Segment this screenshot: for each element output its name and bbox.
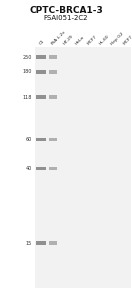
FancyBboxPatch shape bbox=[49, 137, 57, 141]
Text: HT-29: HT-29 bbox=[62, 34, 74, 46]
Text: MCF7: MCF7 bbox=[122, 34, 132, 46]
Text: HeLa: HeLa bbox=[74, 35, 85, 46]
FancyBboxPatch shape bbox=[49, 242, 57, 245]
FancyBboxPatch shape bbox=[36, 70, 46, 74]
Text: 250: 250 bbox=[22, 55, 32, 60]
FancyBboxPatch shape bbox=[36, 167, 46, 170]
FancyBboxPatch shape bbox=[35, 46, 131, 288]
FancyBboxPatch shape bbox=[36, 242, 46, 245]
Text: FSA·L-2x: FSA·L-2x bbox=[50, 30, 66, 46]
FancyBboxPatch shape bbox=[49, 95, 57, 99]
Text: C1: C1 bbox=[38, 39, 45, 46]
Text: 15: 15 bbox=[25, 241, 32, 246]
Text: 60: 60 bbox=[25, 137, 32, 142]
FancyBboxPatch shape bbox=[49, 167, 57, 170]
FancyBboxPatch shape bbox=[49, 56, 57, 59]
Text: Hep G2: Hep G2 bbox=[110, 32, 125, 46]
FancyBboxPatch shape bbox=[36, 56, 46, 59]
Text: HL-60: HL-60 bbox=[98, 34, 110, 46]
FancyBboxPatch shape bbox=[36, 137, 46, 141]
Text: MCF7: MCF7 bbox=[86, 34, 98, 46]
Text: 118: 118 bbox=[22, 95, 32, 100]
FancyBboxPatch shape bbox=[49, 70, 57, 74]
Text: 40: 40 bbox=[25, 166, 32, 171]
Text: 180: 180 bbox=[22, 69, 32, 74]
Text: CPTC-BRCA1-3: CPTC-BRCA1-3 bbox=[29, 6, 103, 15]
FancyBboxPatch shape bbox=[36, 95, 46, 99]
Text: FSAI051-2C2: FSAI051-2C2 bbox=[44, 15, 88, 21]
